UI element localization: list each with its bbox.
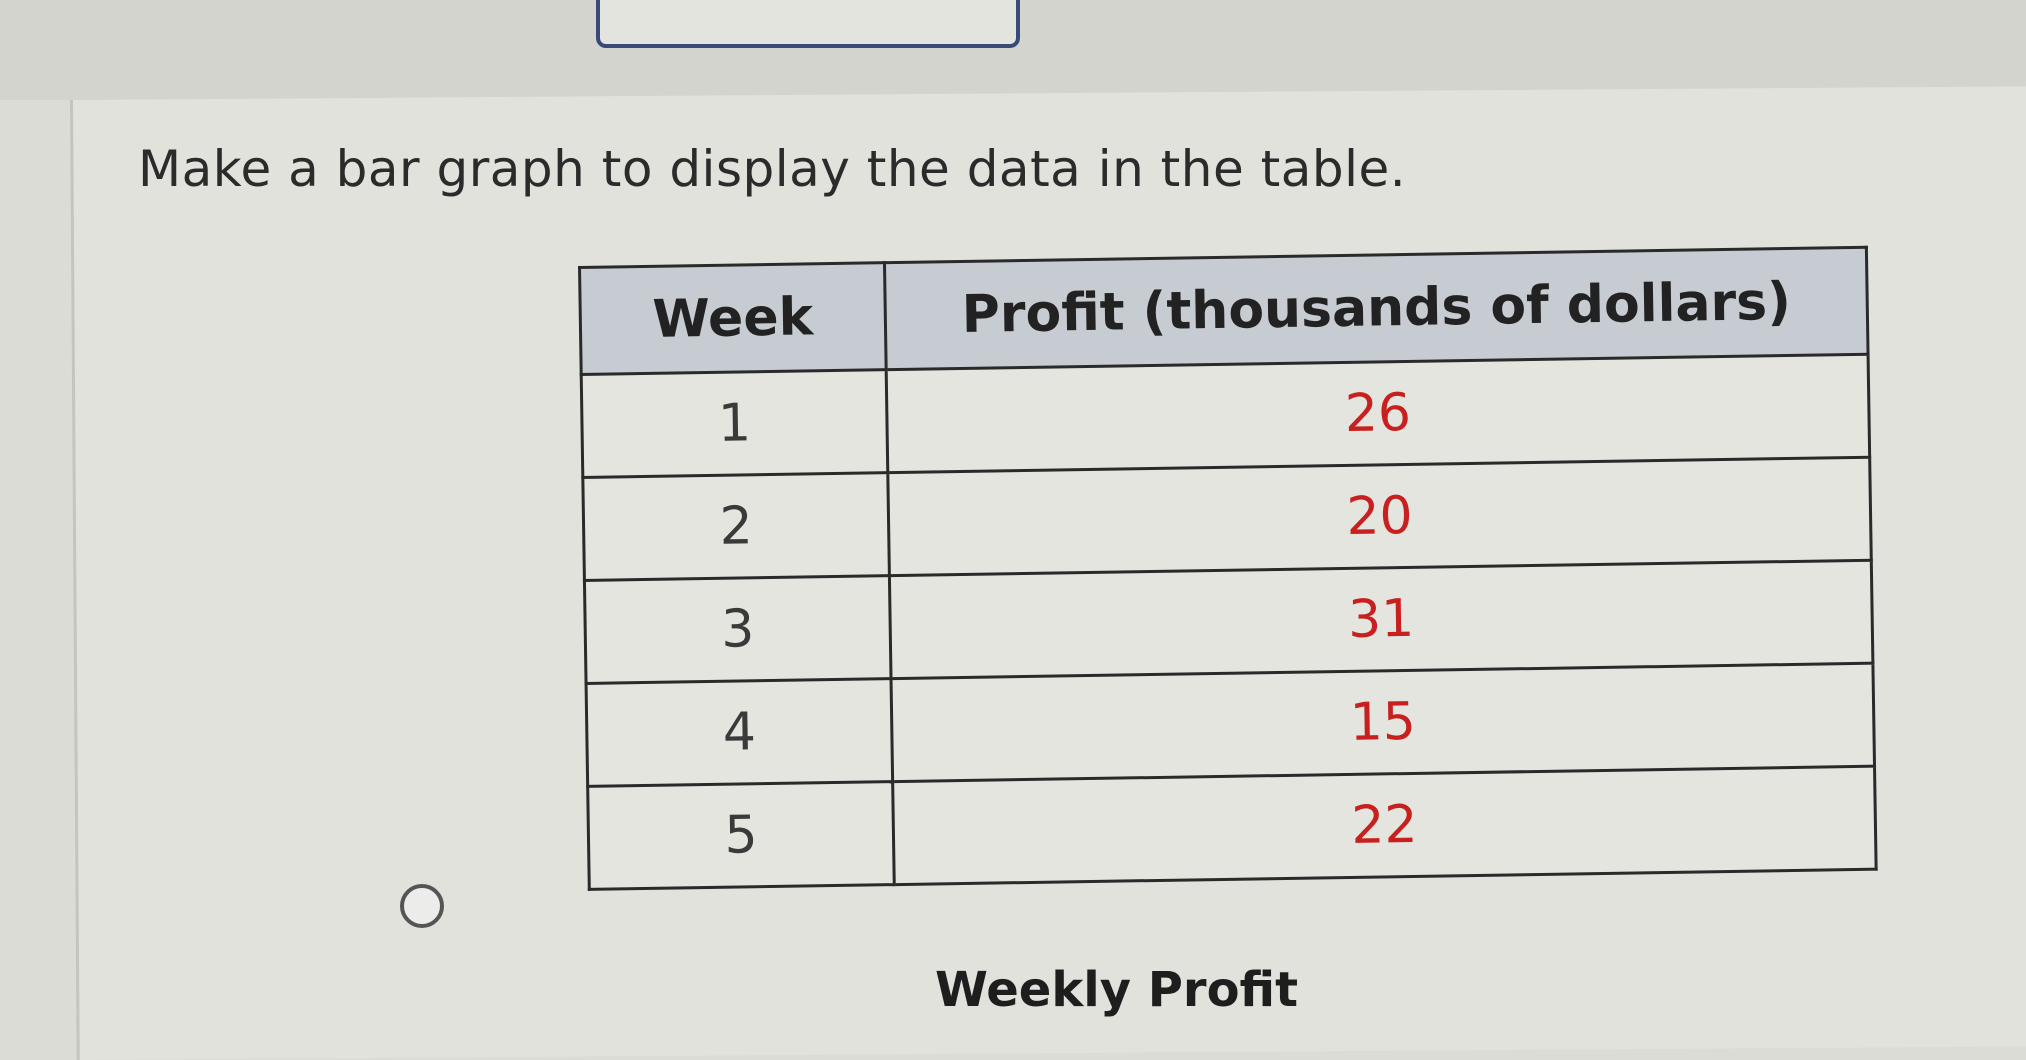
- table-row: 2 20: [582, 457, 1872, 581]
- table-row: 1 26: [581, 354, 1870, 478]
- week-cell: 2: [582, 472, 890, 581]
- profit-cell: 26: [886, 354, 1870, 473]
- question-prompt: Make a bar graph to display the data in …: [138, 140, 1407, 198]
- table-row: 3 31: [584, 560, 1873, 684]
- week-cell: 4: [586, 678, 893, 787]
- column-header-profit: Profit (thousands of dollars): [884, 247, 1869, 370]
- profit-cell: 15: [891, 663, 1875, 782]
- data-table: Week Profit (thousands of dollars) 1 26 …: [578, 246, 1878, 891]
- week-cell: 3: [584, 575, 892, 684]
- table-row: 4 15: [586, 663, 1875, 787]
- week-cell: 5: [587, 781, 895, 890]
- profit-cell: 31: [889, 560, 1873, 679]
- table-header-row: Week Profit (thousands of dollars): [579, 247, 1869, 375]
- answer-input-box[interactable]: [596, 0, 1020, 48]
- table-row: 5 22: [587, 766, 1877, 890]
- profit-cell: 22: [892, 766, 1877, 885]
- option-graph-title: Weekly Profit: [935, 962, 1299, 1018]
- answer-option-radio[interactable]: [400, 884, 444, 928]
- week-cell: 1: [581, 369, 888, 478]
- profit-cell: 20: [887, 457, 1872, 576]
- column-header-week: Week: [579, 262, 887, 375]
